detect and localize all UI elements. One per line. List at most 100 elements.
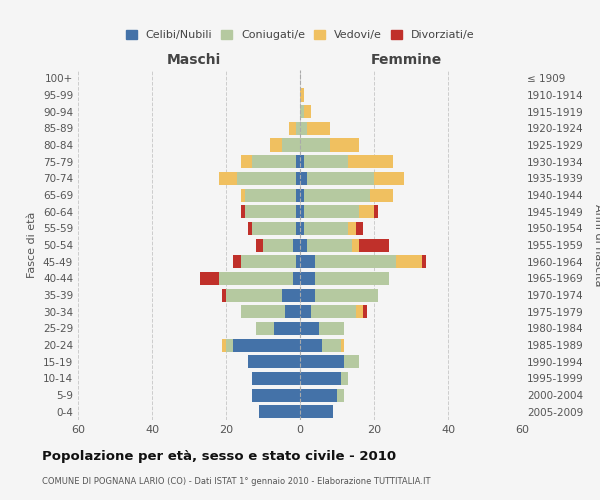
Bar — [359, 238, 389, 252]
Bar — [293, 272, 300, 285]
Text: Maschi: Maschi — [166, 52, 221, 66]
Bar — [296, 205, 300, 218]
Bar — [329, 138, 359, 151]
Bar — [274, 322, 300, 335]
Bar — [241, 205, 245, 218]
Bar — [304, 205, 359, 218]
Bar — [296, 222, 300, 235]
Bar — [374, 205, 378, 218]
Bar — [337, 388, 344, 402]
Bar — [281, 138, 300, 151]
Bar — [300, 405, 334, 418]
Bar — [241, 155, 252, 168]
Bar — [300, 272, 315, 285]
Bar — [218, 172, 237, 185]
Bar — [252, 388, 300, 402]
Bar — [307, 172, 374, 185]
Bar — [304, 105, 311, 118]
Bar — [226, 338, 233, 351]
Bar — [293, 238, 300, 252]
Bar — [304, 188, 370, 202]
Bar — [300, 88, 304, 102]
Bar — [355, 305, 363, 318]
Bar — [344, 355, 359, 368]
Bar — [237, 172, 296, 185]
Bar — [241, 305, 285, 318]
Bar — [256, 322, 274, 335]
Bar — [355, 222, 363, 235]
Bar — [218, 272, 293, 285]
Bar — [233, 255, 241, 268]
Bar — [307, 238, 352, 252]
Bar — [319, 322, 344, 335]
Bar — [252, 222, 296, 235]
Bar — [300, 105, 304, 118]
Bar — [245, 205, 296, 218]
Bar — [252, 155, 296, 168]
Bar — [259, 405, 300, 418]
Bar — [300, 338, 322, 351]
Bar — [300, 138, 329, 151]
Bar — [300, 355, 344, 368]
Bar — [256, 238, 263, 252]
Bar — [296, 255, 300, 268]
Bar — [359, 205, 374, 218]
Bar — [315, 272, 389, 285]
Bar — [396, 255, 422, 268]
Legend: Celibi/Nubili, Coniugati/e, Vedovi/e, Divorziati/e: Celibi/Nubili, Coniugati/e, Vedovi/e, Di… — [122, 26, 478, 44]
Bar — [296, 122, 300, 135]
Bar — [241, 188, 245, 202]
Y-axis label: Anni di nascita: Anni di nascita — [593, 204, 600, 286]
Bar — [248, 222, 252, 235]
Bar — [300, 205, 304, 218]
Bar — [271, 138, 281, 151]
Bar — [300, 122, 307, 135]
Bar — [241, 255, 296, 268]
Bar — [322, 338, 341, 351]
Text: Femmine: Femmine — [371, 52, 442, 66]
Bar — [348, 155, 392, 168]
Bar — [307, 122, 329, 135]
Bar — [300, 322, 319, 335]
Bar — [285, 305, 300, 318]
Bar — [296, 188, 300, 202]
Bar — [300, 238, 307, 252]
Text: Popolazione per età, sesso e stato civile - 2010: Popolazione per età, sesso e stato civil… — [42, 450, 396, 463]
Bar — [300, 155, 304, 168]
Bar — [374, 172, 404, 185]
Bar — [252, 372, 300, 385]
Bar — [348, 222, 355, 235]
Bar — [223, 288, 226, 302]
Bar — [341, 372, 348, 385]
Bar — [296, 155, 300, 168]
Bar — [289, 122, 296, 135]
Bar — [300, 188, 304, 202]
Bar — [304, 155, 348, 168]
Bar — [315, 255, 396, 268]
Bar — [200, 272, 218, 285]
Bar — [300, 255, 315, 268]
Bar — [311, 305, 355, 318]
Bar — [281, 288, 300, 302]
Bar — [352, 238, 359, 252]
Bar — [363, 305, 367, 318]
Bar — [341, 338, 344, 351]
Bar — [226, 288, 281, 302]
Bar — [304, 222, 348, 235]
Bar — [300, 388, 337, 402]
Text: COMUNE DI POGNANA LARIO (CO) - Dati ISTAT 1° gennaio 2010 - Elaborazione TUTTITA: COMUNE DI POGNANA LARIO (CO) - Dati ISTA… — [42, 478, 431, 486]
Bar — [300, 288, 315, 302]
Bar — [300, 305, 311, 318]
Bar — [248, 355, 300, 368]
Bar — [315, 288, 378, 302]
Bar — [263, 238, 293, 252]
Bar — [296, 172, 300, 185]
Bar — [233, 338, 300, 351]
Bar — [300, 172, 307, 185]
Bar — [245, 188, 296, 202]
Bar — [370, 188, 392, 202]
Bar — [422, 255, 426, 268]
Y-axis label: Fasce di età: Fasce di età — [28, 212, 37, 278]
Bar — [300, 222, 304, 235]
Bar — [300, 372, 341, 385]
